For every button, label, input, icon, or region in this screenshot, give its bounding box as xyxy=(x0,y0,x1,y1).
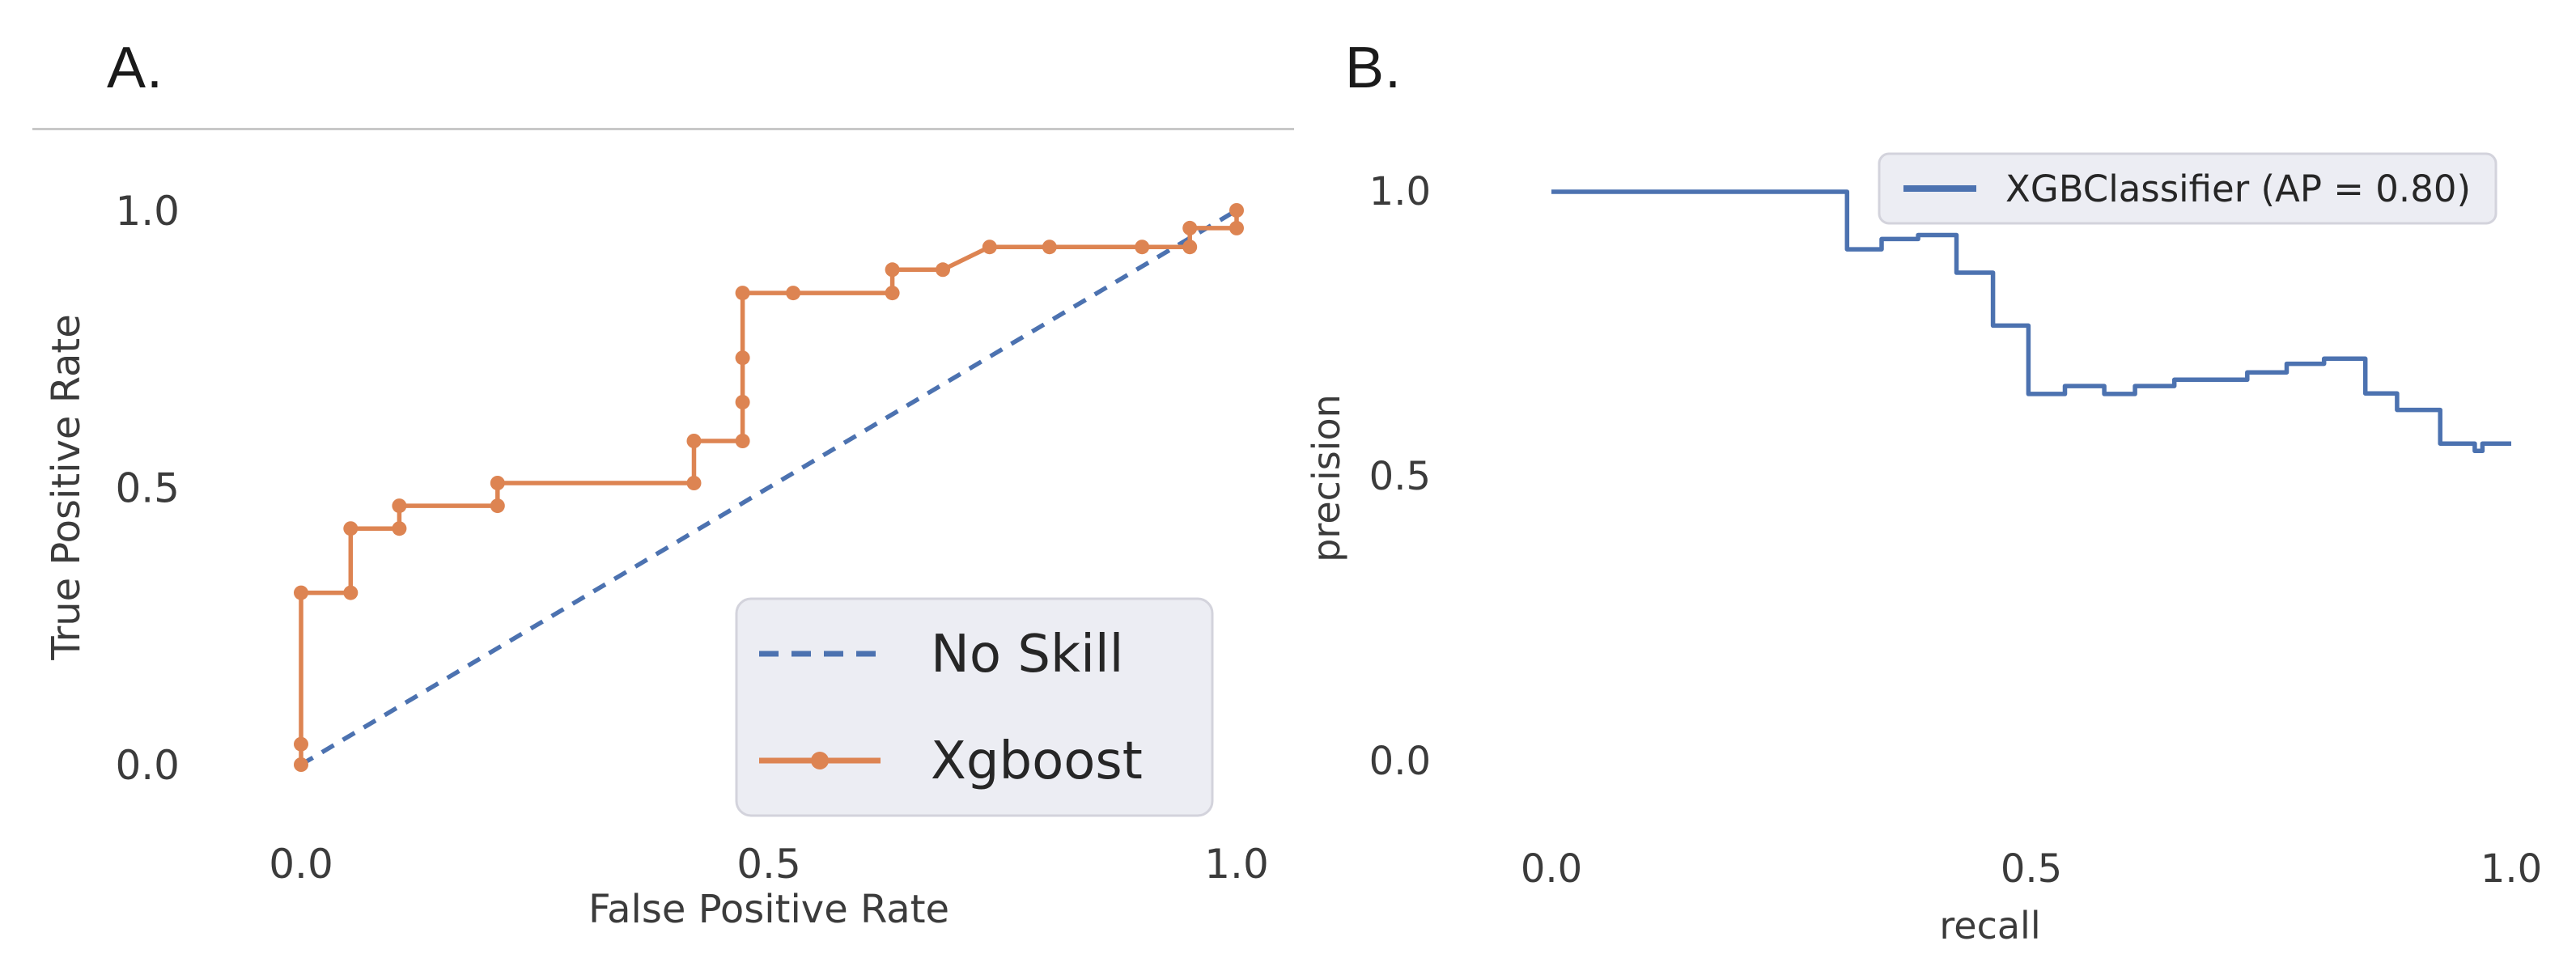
data-point-marker xyxy=(686,476,702,490)
pr-series-group xyxy=(1551,189,2511,454)
data-point-marker xyxy=(1182,220,1198,235)
roc-series-group xyxy=(294,203,1244,772)
data-point-marker xyxy=(735,286,750,301)
y-tick-label: 0.5 xyxy=(1369,454,1431,499)
data-point-marker xyxy=(1135,240,1150,255)
data-point-marker xyxy=(885,286,900,301)
data-point-marker xyxy=(490,498,505,514)
xgboost-legend-marker xyxy=(811,752,829,769)
data-point-marker xyxy=(1229,203,1244,218)
data-point-marker xyxy=(392,521,407,536)
pr-tick-labels: 0.0 0.5 1.0 0.0 0.5 1.0 xyxy=(1369,169,2543,892)
data-point-marker xyxy=(343,521,359,536)
xgboost-legend-label: Xgboost xyxy=(931,731,1143,791)
data-point-marker xyxy=(343,585,359,600)
pr-y-axis-title: precision xyxy=(1305,394,1348,562)
precision-recall-chart: 0.0 0.5 1.0 0.0 0.5 1.0 precision recall XGBC… xyxy=(1305,152,2543,947)
pr-legend: XGBClassifier (AP = 0.80) xyxy=(1878,152,2497,225)
data-point-marker xyxy=(936,262,950,278)
x-tick-label: 1.0 xyxy=(1204,841,1269,888)
data-point-marker xyxy=(490,476,505,490)
y-tick-label: 1.0 xyxy=(1369,169,1431,214)
roc-x-axis-title: False Positive Rate xyxy=(588,887,949,932)
data-point-marker xyxy=(392,498,407,514)
x-tick-label: 0.5 xyxy=(2001,846,2062,892)
roc-legend: No Skill Xgboost xyxy=(735,597,1214,817)
data-point-marker xyxy=(686,434,702,448)
x-tick-label: 0.0 xyxy=(1521,846,1582,892)
data-point-marker xyxy=(735,395,750,409)
xgbclassifier-legend-label: XGBClassifier (AP = 0.80) xyxy=(2005,167,2471,210)
data-point-marker xyxy=(294,757,308,772)
panel-a-separator xyxy=(32,128,1294,130)
x-tick-label: 0.0 xyxy=(269,841,333,888)
y-tick-label: 0.0 xyxy=(1369,739,1431,784)
data-point-marker xyxy=(735,350,750,366)
roc-tick-labels: 0.0 0.5 1.0 0.0 0.5 1.0 xyxy=(115,188,1268,888)
xgbclassifier-ap-0-80-line xyxy=(1551,189,2511,454)
data-point-marker xyxy=(1042,240,1057,255)
roc-chart: 0.0 0.5 1.0 0.0 0.5 1.0 True Positive Rate Fa… xyxy=(44,188,1269,932)
data-point-marker xyxy=(786,286,801,301)
panel-a-label: A. xyxy=(107,36,164,100)
data-point-marker xyxy=(735,434,750,448)
data-point-marker xyxy=(1182,240,1198,255)
xgboost-line xyxy=(299,210,1239,765)
panel-b-label: B. xyxy=(1345,36,1403,100)
data-point-marker xyxy=(885,262,900,278)
no-skill-legend-label: No Skill xyxy=(931,625,1123,685)
roc-y-axis-title: True Positive Rate xyxy=(44,314,89,661)
data-point-marker xyxy=(294,736,308,752)
x-tick-label: 0.5 xyxy=(736,841,801,888)
y-tick-label: 0.0 xyxy=(115,742,180,789)
data-point-marker xyxy=(294,585,308,600)
y-tick-label: 1.0 xyxy=(115,188,180,235)
x-tick-label: 1.0 xyxy=(2481,846,2542,892)
data-point-marker xyxy=(982,240,997,255)
y-tick-label: 0.5 xyxy=(115,465,180,512)
pr-x-axis-title: recall xyxy=(1939,904,2040,947)
data-point-marker xyxy=(1229,220,1244,235)
pr-legend-box xyxy=(1878,152,2497,225)
no-skill-line xyxy=(299,208,1238,767)
